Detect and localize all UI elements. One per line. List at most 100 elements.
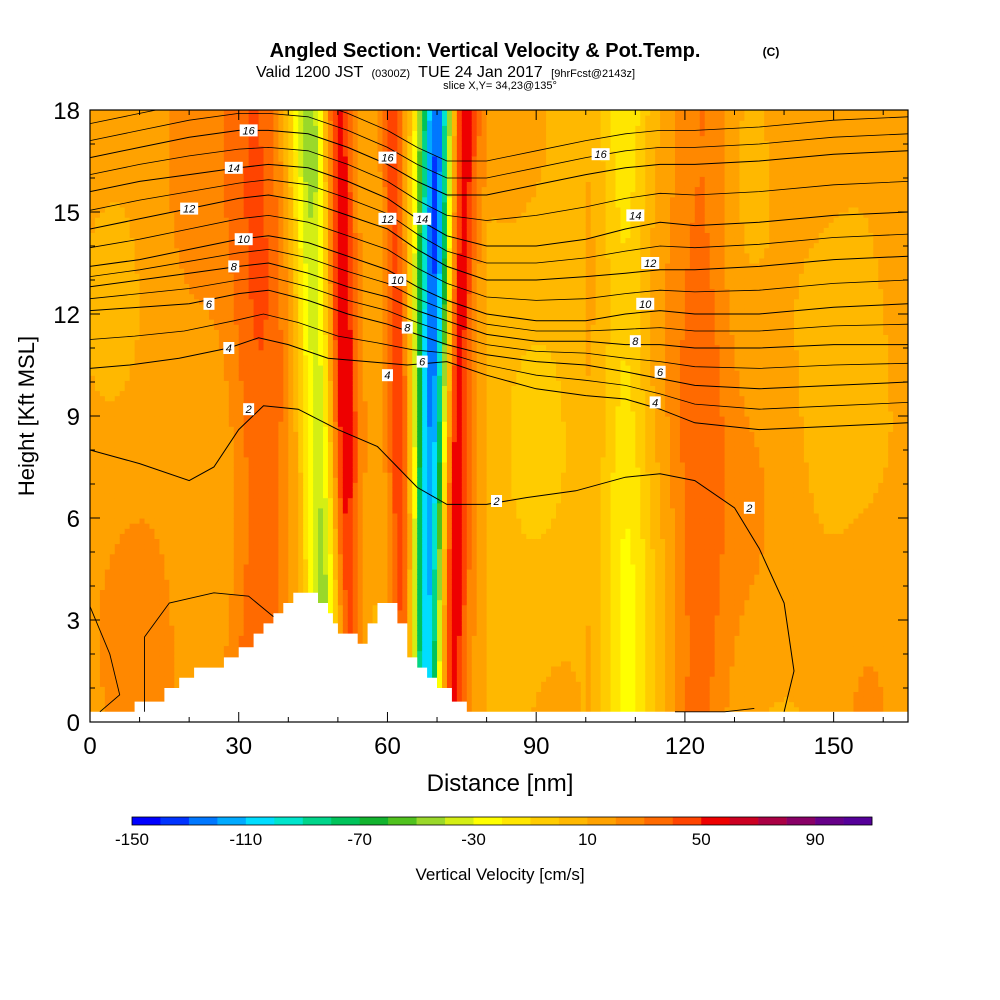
heatmap-cell <box>204 600 210 606</box>
heatmap-cell <box>273 166 279 172</box>
heatmap-cell <box>214 620 220 626</box>
heatmap-cell <box>140 345 146 351</box>
heatmap-cell <box>239 421 245 427</box>
heatmap-cell <box>130 115 136 121</box>
heatmap-cell <box>100 329 106 335</box>
heatmap-cell <box>95 467 101 473</box>
heatmap-cell <box>214 141 220 147</box>
heatmap-cell <box>283 559 289 565</box>
heatmap-cell <box>254 355 260 361</box>
heatmap-cell <box>174 110 180 116</box>
heatmap-cell <box>204 227 210 233</box>
heatmap-cell <box>204 212 210 218</box>
heatmap-cell <box>130 141 136 147</box>
heatmap-cell <box>283 416 289 422</box>
heatmap-cell <box>169 283 175 289</box>
heatmap-cell <box>169 370 175 376</box>
heatmap-cell <box>110 513 116 519</box>
heatmap-cell <box>204 385 210 391</box>
heatmap-cell <box>159 385 165 391</box>
heatmap-cell <box>105 319 111 325</box>
heatmap-cell <box>194 406 200 412</box>
heatmap-cell <box>120 426 126 432</box>
heatmap-cell <box>189 278 195 284</box>
heatmap-cell <box>115 176 121 182</box>
heatmap-cell <box>259 130 265 136</box>
heatmap-cell <box>184 238 190 244</box>
heatmap-cell <box>209 146 215 152</box>
heatmap-cell <box>244 630 250 636</box>
heatmap-cell <box>234 396 240 402</box>
heatmap-cell <box>288 533 294 539</box>
heatmap-cell <box>174 482 180 488</box>
heatmap-cell <box>268 309 274 315</box>
heatmap-cell <box>189 238 195 244</box>
heatmap-cell <box>293 498 299 504</box>
heatmap-cell <box>204 232 210 238</box>
heatmap-cell <box>219 462 225 468</box>
heatmap-cell <box>199 350 205 356</box>
heatmap-cell <box>169 477 175 483</box>
heatmap-cell <box>110 574 116 580</box>
heatmap-cell <box>154 671 160 677</box>
heatmap-cell <box>154 278 160 284</box>
heatmap-cell <box>244 319 250 325</box>
heatmap-cell <box>264 503 270 509</box>
heatmap-cell <box>159 146 165 152</box>
heatmap-cell <box>288 411 294 417</box>
heatmap-cell <box>100 416 106 422</box>
heatmap-cell <box>259 538 265 544</box>
heatmap-cell <box>115 477 121 483</box>
heatmap-cell <box>224 411 230 417</box>
heatmap-cell <box>125 589 131 595</box>
heatmap-cell <box>244 447 250 453</box>
heatmap-cell <box>135 227 141 233</box>
heatmap-cell <box>288 176 294 182</box>
heatmap-cell <box>184 651 190 657</box>
heatmap-cell <box>194 518 200 524</box>
heatmap-cell <box>174 156 180 162</box>
heatmap-cell <box>154 625 160 631</box>
heatmap-cell <box>259 472 265 478</box>
heatmap-cell <box>204 651 210 657</box>
heatmap-cell <box>105 589 111 595</box>
heatmap-cell <box>149 528 155 534</box>
heatmap-cell <box>140 263 146 269</box>
heatmap-cell <box>288 554 294 560</box>
heatmap-cell <box>189 620 195 626</box>
heatmap-cell <box>214 340 220 346</box>
heatmap-cell <box>149 630 155 636</box>
heatmap-cell <box>125 340 131 346</box>
heatmap-cell <box>214 411 220 417</box>
heatmap-cell <box>105 421 111 427</box>
heatmap-cell <box>149 651 155 657</box>
heatmap-cell <box>130 319 136 325</box>
heatmap-cell <box>100 442 106 448</box>
heatmap-cell <box>140 498 146 504</box>
heatmap-cell <box>110 431 116 437</box>
heatmap-cell <box>159 345 165 351</box>
heatmap-cell <box>140 503 146 509</box>
heatmap-cell <box>199 411 205 417</box>
heatmap-cell <box>174 416 180 422</box>
heatmap-cell <box>145 202 151 208</box>
heatmap-cell <box>239 324 245 330</box>
heatmap-cell <box>100 294 106 300</box>
heatmap-cell <box>244 569 250 575</box>
heatmap-cell <box>159 544 165 550</box>
heatmap-cell <box>174 436 180 442</box>
heatmap-cell <box>239 227 245 233</box>
heatmap-cell <box>209 630 215 636</box>
heatmap-cell <box>120 610 126 616</box>
heatmap-cell <box>130 324 136 330</box>
heatmap-cell <box>115 487 121 493</box>
heatmap-cell <box>154 661 160 667</box>
heatmap-cell <box>159 171 165 177</box>
heatmap-cell <box>154 436 160 442</box>
heatmap-cell <box>283 385 289 391</box>
heatmap-cell <box>264 130 270 136</box>
heatmap-cell <box>95 355 101 361</box>
heatmap-cell <box>254 625 260 631</box>
heatmap-cell <box>100 457 106 463</box>
heatmap-cell <box>105 161 111 167</box>
